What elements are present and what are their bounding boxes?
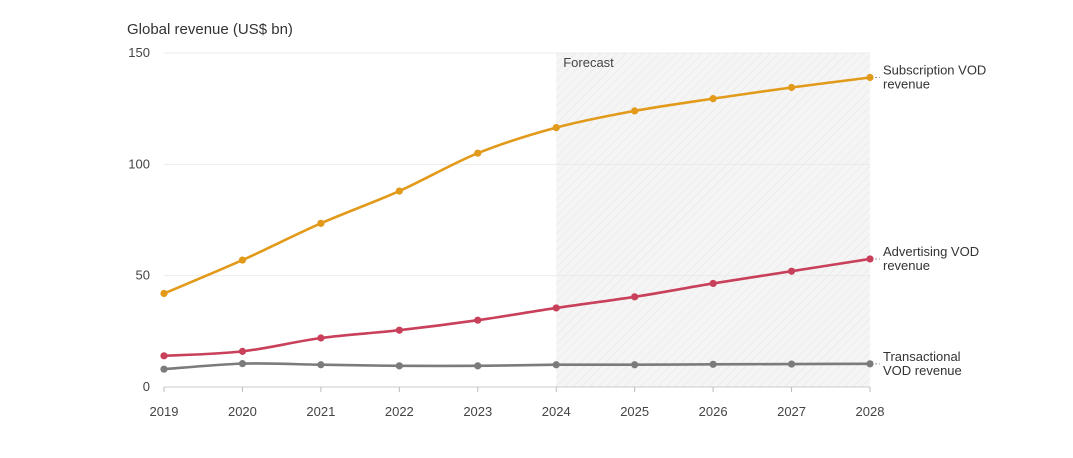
series-label-line: Subscription VOD: [883, 62, 986, 77]
x-tick-label: 2023: [463, 404, 492, 419]
data-point-transactional-vod-revenue: [787, 360, 796, 368]
data-point-subscription-vod-revenue: [238, 256, 247, 264]
x-tick-label: 2020: [228, 404, 257, 419]
y-tick-label: 50: [136, 268, 150, 283]
x-axis: 2019 2020 2021 2022 2023 2024 2025 2026 2027 2028: [150, 387, 885, 419]
series-label-line: revenue: [883, 258, 930, 273]
data-point-subscription-vod-revenue: [160, 289, 168, 298]
data-point-advertising-vod-revenue: [631, 293, 639, 301]
y-tick-label: 100: [128, 156, 150, 171]
forecast-region: [556, 53, 870, 387]
series-lines: [160, 73, 874, 373]
series-line-transactional-vod-revenue: [162, 362, 872, 371]
data-point-subscription-vod-revenue: [317, 219, 325, 227]
data-point-advertising-vod-revenue: [552, 304, 560, 312]
x-tick-label: 2028: [856, 404, 885, 419]
data-point-advertising-vod-revenue: [866, 255, 874, 263]
series-label-line: Advertising VOD: [883, 244, 979, 259]
x-tick-label: 2019: [150, 404, 179, 419]
forecast-label: Forecast: [563, 55, 614, 70]
series-label-transactional-vod-revenue: Transactional VOD revenue: [883, 349, 962, 378]
series-line-subscription-vod-revenue: [162, 76, 872, 295]
data-point-transactional-vod-revenue: [238, 360, 247, 368]
x-tick-label: 2022: [385, 404, 414, 419]
data-point-transactional-vod-revenue: [866, 360, 874, 368]
series-line-advertising-vod-revenue: [162, 257, 872, 358]
data-point-transactional-vod-revenue: [631, 361, 639, 369]
data-point-advertising-vod-revenue: [787, 267, 796, 275]
data-point-advertising-vod-revenue: [709, 279, 717, 288]
data-point-transactional-vod-revenue: [317, 361, 325, 369]
data-point-subscription-vod-revenue: [395, 187, 403, 195]
series-label-line: VOD revenue: [883, 363, 962, 378]
data-point-transactional-vod-revenue: [709, 360, 717, 368]
y-tick-label: 150: [128, 45, 150, 60]
data-point-subscription-vod-revenue: [474, 149, 482, 157]
data-point-advertising-vod-revenue: [474, 316, 482, 324]
x-tick-label: 2026: [699, 404, 728, 419]
y-tick-label: 0: [143, 379, 150, 394]
data-point-advertising-vod-revenue: [317, 334, 325, 342]
data-point-advertising-vod-revenue: [238, 347, 247, 355]
series-label-advertising-vod-revenue: Advertising VOD revenue: [883, 244, 979, 273]
y-gridlines: [164, 52, 870, 388]
y-axis: 0 50 100 150: [128, 45, 150, 394]
data-point-subscription-vod-revenue: [709, 95, 717, 103]
data-point-transactional-vod-revenue: [552, 361, 560, 369]
series-label-line: revenue: [883, 76, 930, 91]
data-point-transactional-vod-revenue: [395, 362, 403, 370]
x-tick-label: 2025: [620, 404, 649, 419]
x-tick-label: 2027: [777, 404, 806, 419]
data-point-subscription-vod-revenue: [631, 107, 639, 115]
series-label-line: Transactional: [883, 349, 961, 364]
x-tick-label: 2024: [542, 404, 571, 419]
data-point-subscription-vod-revenue: [866, 73, 874, 82]
x-tick-label: 2021: [306, 404, 335, 419]
chart-title: Global revenue (US$ bn): [127, 21, 293, 38]
data-point-subscription-vod-revenue: [552, 123, 560, 132]
series-label-subscription-vod-revenue: Subscription VOD revenue: [883, 62, 986, 91]
data-point-advertising-vod-revenue: [395, 326, 403, 334]
data-point-subscription-vod-revenue: [787, 83, 796, 92]
data-point-transactional-vod-revenue: [474, 362, 482, 370]
data-point-advertising-vod-revenue: [160, 352, 168, 360]
data-point-transactional-vod-revenue: [160, 365, 168, 373]
